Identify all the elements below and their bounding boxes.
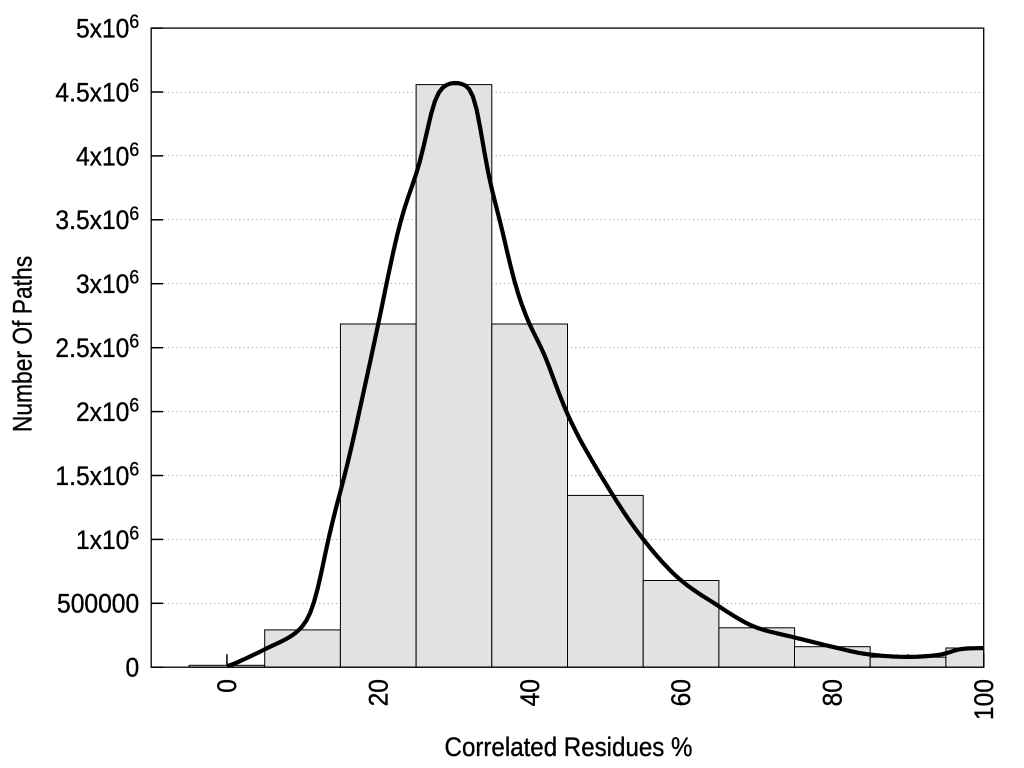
svg-text:0: 0	[213, 679, 242, 693]
svg-text:3.5x106: 3.5x106	[55, 202, 139, 235]
svg-text:2x106: 2x106	[76, 394, 139, 427]
svg-text:0: 0	[125, 654, 139, 683]
svg-text:20: 20	[365, 679, 394, 706]
svg-text:3x106: 3x106	[76, 266, 139, 299]
svg-text:60: 60	[667, 679, 696, 706]
svg-text:2.5x106: 2.5x106	[55, 330, 139, 363]
svg-text:4.5x106: 4.5x106	[55, 74, 139, 107]
svg-text:1.5x106: 1.5x106	[55, 458, 139, 491]
svg-text:Number Of Paths: Number Of Paths	[9, 256, 38, 432]
svg-text:100: 100	[970, 679, 999, 720]
svg-text:4x106: 4x106	[76, 138, 139, 171]
svg-text:80: 80	[819, 679, 848, 706]
svg-text:1x106: 1x106	[76, 522, 139, 555]
svg-text:5x106: 5x106	[76, 10, 139, 43]
svg-text:Correlated Residues %: Correlated Residues %	[445, 733, 693, 762]
svg-text:40: 40	[516, 679, 545, 706]
svg-text:500000: 500000	[57, 590, 139, 619]
